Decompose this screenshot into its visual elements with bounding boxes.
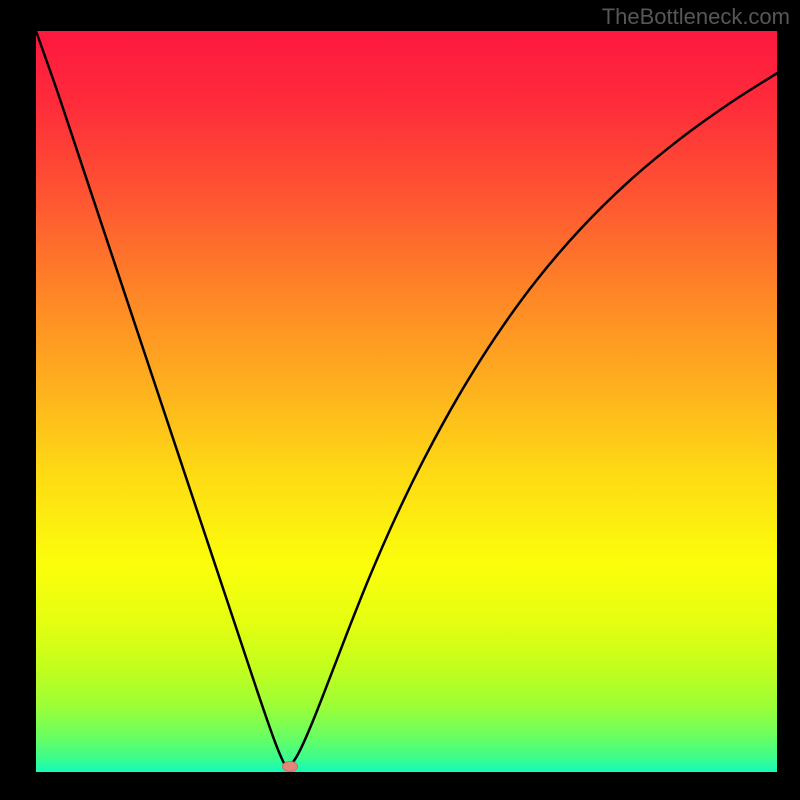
plot-area [36, 31, 777, 772]
optimum-marker [282, 761, 298, 772]
curve-path [36, 31, 777, 766]
watermark-text: TheBottleneck.com [602, 4, 790, 30]
bottleneck-curve [36, 31, 777, 772]
bottleneck-chart: TheBottleneck.com [0, 0, 800, 800]
